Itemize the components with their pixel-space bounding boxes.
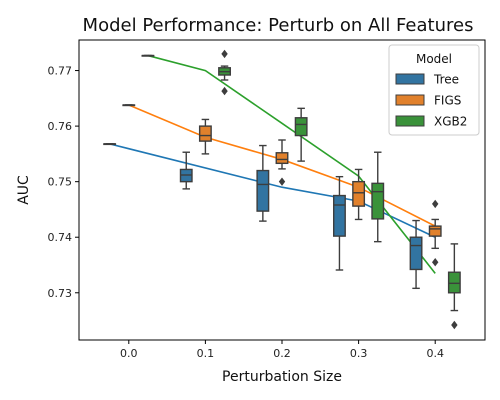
x-tick-label: 0.0 <box>120 347 138 360</box>
x-axis-label: Perturbation Size <box>222 369 342 385</box>
legend-swatch-xgb2 <box>395 115 425 127</box>
outlier-xgb2 <box>221 49 228 59</box>
legend-label-tree: Tree <box>433 73 459 87</box>
x-tick-label: 0.2 <box>273 347 291 360</box>
x-tick-label: 0.1 <box>197 347 215 360</box>
legend-swatch-figs <box>395 94 425 106</box>
y-axis-label: AUC <box>16 175 32 205</box>
outlier-xgb2 <box>451 320 458 330</box>
box-tree <box>409 236 423 271</box>
y-tick-label: 0.75 <box>48 176 73 189</box>
y-tick-label: 0.77 <box>48 65 73 78</box>
box-xgb2 <box>447 271 461 294</box>
legend-label-figs: FIGS <box>434 94 461 108</box>
legend-frame <box>388 44 480 136</box>
box-tree <box>333 194 346 237</box>
chart-title: Model Performance: Perturb on All Featur… <box>83 15 474 36</box>
y-tick-label: 0.74 <box>48 231 73 244</box>
y-tick-label: 0.76 <box>48 120 73 133</box>
legend-title: Model <box>416 52 452 66</box>
box-tree <box>256 169 270 212</box>
outlier-xgb2 <box>221 86 228 96</box>
legend: Model Tree FIGS XGB2 <box>388 44 480 136</box>
plot-area <box>78 39 486 341</box>
y-axis: 0.73 0.74 0.75 0.76 0.77 <box>48 65 79 300</box>
trend-line-tree <box>109 143 436 238</box>
y-tick-label: 0.73 <box>48 287 73 300</box>
outlier-figs <box>432 258 439 267</box>
box-figs <box>352 180 366 207</box>
outlier-figs <box>432 199 439 209</box>
box-figs <box>198 125 212 142</box>
box-xgb2 <box>371 182 385 220</box>
outlier-figs <box>278 177 286 186</box>
box-plots <box>103 49 461 330</box>
x-tick-label: 0.4 <box>426 347 444 360</box>
box-figs <box>275 152 289 165</box>
x-axis: 0.0 0.1 0.2 0.3 0.4 <box>120 340 444 360</box>
legend-label-xgb2: XGB2 <box>434 115 467 129</box>
box-xgb2 <box>294 117 308 137</box>
legend-swatch-tree <box>395 73 425 85</box>
trend-lines <box>109 54 436 274</box>
x-tick-label: 0.3 <box>350 347 368 360</box>
box-figs <box>428 225 442 237</box>
